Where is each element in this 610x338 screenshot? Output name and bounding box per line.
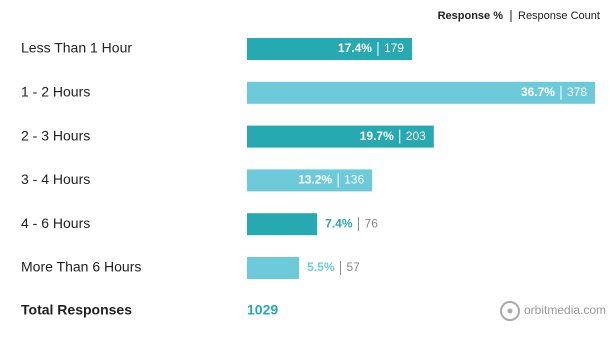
bar — [247, 257, 300, 279]
source: orbitmedia.com — [524, 303, 606, 317]
category-label: Less Than 1 Hour — [21, 40, 132, 56]
legend-percent: Response % — [438, 10, 504, 22]
bar — [247, 169, 373, 192]
category-label: 4 - 6 Hours — [21, 215, 90, 231]
category-label: 3 - 4 Hours — [21, 171, 90, 187]
value-label: 19.7% — [360, 129, 394, 143]
category-label: 2 - 3 Hours — [21, 127, 90, 143]
count-label: 136 — [344, 173, 364, 187]
bar — [247, 213, 318, 236]
count-label: 179 — [384, 41, 404, 55]
bar — [247, 38, 412, 60]
value-label: 13.2% — [298, 173, 332, 187]
count-label: 57 — [347, 260, 361, 274]
total-label: Total Responses — [21, 302, 132, 318]
bar — [247, 125, 434, 148]
count-label: 378 — [567, 85, 587, 99]
count-label: 76 — [365, 216, 379, 230]
legend-count: Response Count — [518, 10, 600, 22]
value-label: 36.7% — [521, 85, 555, 99]
total-value: 1029 — [247, 302, 278, 318]
value-label: 7.4% — [325, 216, 353, 230]
logo-icon — [500, 301, 520, 321]
count-label: 203 — [406, 129, 426, 143]
category-label: 1 - 2 Hours — [21, 84, 90, 100]
category-label: More Than 6 Hours — [21, 259, 141, 275]
value-label: 5.5% — [307, 260, 335, 274]
bar — [247, 81, 595, 104]
value-label: 17.4% — [338, 41, 372, 55]
logo-dot — [507, 308, 513, 314]
